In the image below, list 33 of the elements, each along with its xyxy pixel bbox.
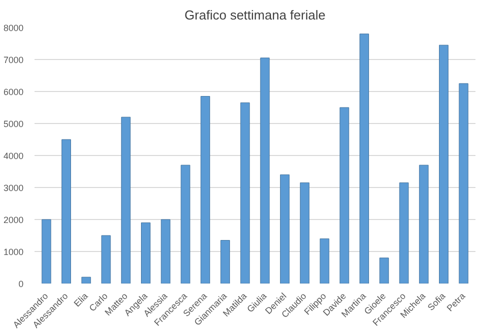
bar bbox=[141, 222, 150, 284]
bar bbox=[419, 164, 429, 284]
y-tick-label: 2000 bbox=[3, 215, 24, 225]
chart-title: Grafico settimana feriale bbox=[184, 8, 326, 22]
bar bbox=[458, 83, 468, 284]
bar bbox=[280, 174, 290, 284]
y-tick-label: 6000 bbox=[3, 87, 24, 97]
y-tick-label: 8000 bbox=[3, 23, 24, 33]
bar bbox=[180, 164, 190, 284]
bar bbox=[379, 258, 389, 284]
bar bbox=[101, 235, 111, 284]
y-tick-label: 0 bbox=[18, 279, 24, 289]
bar bbox=[240, 102, 250, 284]
bar bbox=[260, 58, 270, 284]
bar bbox=[300, 182, 310, 284]
y-tick-label: 1000 bbox=[3, 247, 24, 257]
bar bbox=[399, 182, 409, 284]
bar bbox=[121, 116, 131, 284]
bar bbox=[62, 139, 72, 284]
y-tick-label: 5000 bbox=[3, 119, 24, 129]
y-tick-label: 4000 bbox=[3, 151, 24, 161]
bar bbox=[200, 96, 210, 284]
bar bbox=[42, 219, 52, 284]
y-tick-label: 3000 bbox=[3, 183, 24, 193]
bar bbox=[81, 276, 91, 284]
x-tick-label: Elia bbox=[72, 290, 90, 309]
bar bbox=[438, 44, 448, 284]
bar bbox=[360, 34, 369, 284]
bar bbox=[340, 107, 350, 284]
bar bbox=[320, 238, 330, 284]
y-tick-label: 7000 bbox=[3, 55, 24, 65]
bar bbox=[220, 240, 230, 284]
bar bbox=[160, 219, 170, 284]
